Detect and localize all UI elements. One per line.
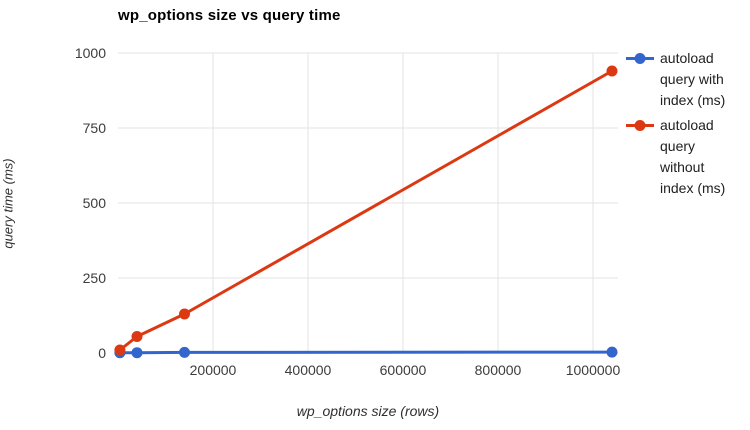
- x-tick-label: 800000: [475, 362, 522, 378]
- legend-item-without-index: autoload query without index (ms): [625, 115, 745, 199]
- legend-item-with-index: autoload query with index (ms): [625, 48, 745, 111]
- line-marker-swatch-icon: [626, 53, 654, 64]
- data-point: [178, 346, 190, 358]
- x-tick-label: 1000000: [566, 362, 621, 378]
- legend-label: autoload query without index (ms): [660, 117, 726, 196]
- data-point: [178, 308, 190, 320]
- series-line-0: [118, 350, 614, 355]
- y-tick-label: 750: [83, 120, 107, 136]
- legend-label: autoload query with index (ms): [660, 50, 726, 108]
- line-marker-swatch-icon: [626, 120, 654, 131]
- data-point: [606, 65, 618, 77]
- series-line-1: [118, 69, 614, 352]
- data-point: [131, 331, 143, 342]
- data-point: [114, 344, 126, 356]
- chart-title: wp_options size vs query time: [118, 7, 341, 24]
- y-axis-title: query time (ms): [0, 158, 16, 249]
- x-tick-label: 600000: [380, 362, 427, 378]
- x-tick-label: 200000: [190, 362, 237, 378]
- data-point: [606, 346, 618, 358]
- y-tick-label: 250: [83, 270, 107, 286]
- x-tick-label: 400000: [285, 362, 332, 378]
- legend: autoload query with index (ms) autoload …: [625, 48, 745, 203]
- y-tick-label: 0: [98, 345, 106, 361]
- x-axis-title: wp_options size (rows): [296, 403, 440, 419]
- y-tick-label: 500: [83, 195, 107, 211]
- y-tick-label: 1000: [75, 45, 106, 61]
- data-point: [131, 347, 143, 359]
